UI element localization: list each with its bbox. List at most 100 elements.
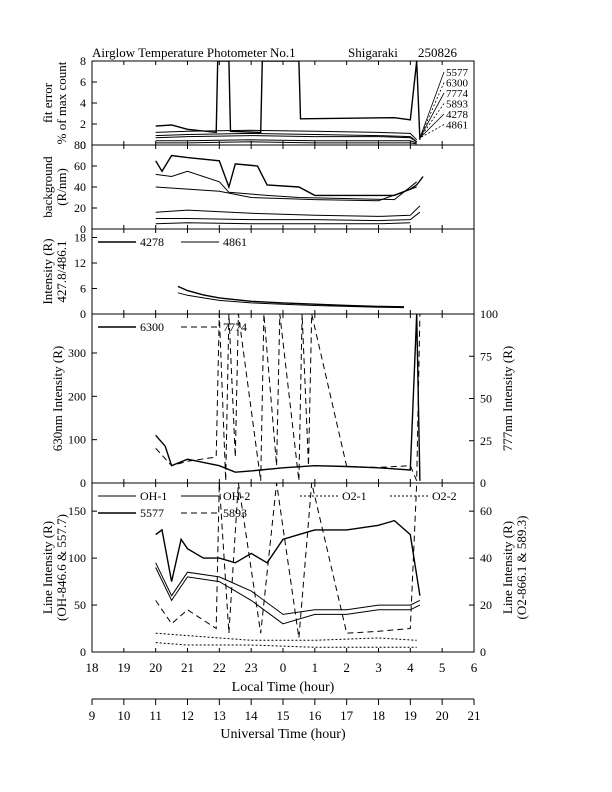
universal-time-tick-label: 17 [340, 708, 354, 723]
local-time-tick-label: 0 [280, 660, 287, 675]
series-line-4278 [155, 139, 417, 144]
y-tick-label: 0 [80, 645, 86, 659]
figure-header: Airglow Temperature Photometer No.1 Shig… [92, 45, 458, 60]
series-line-bg-1 [155, 170, 418, 201]
intensity-630-777-legend: 6300 7774 [98, 320, 247, 334]
local-time-tick-label: 23 [245, 660, 258, 675]
y-axis-label-right: (O2-866.1 & 589.3) [514, 516, 529, 620]
universal-time-tick-label: 13 [213, 708, 226, 723]
y-axis-label-right: 777nm Intensity (R) [500, 346, 515, 451]
legend-label-6300: 6300 [446, 78, 469, 90]
y-tick-label: 150 [68, 504, 86, 518]
local-time-tick-label: 21 [181, 660, 194, 675]
panel-intensity_427_486: 0 6 12 18 Intensity (R) 427.8/486.1 [40, 228, 475, 321]
legend-label-5893: 5893 [446, 99, 469, 111]
legend-label: OH-1 [140, 489, 167, 503]
y-tick-label-right: 50 [480, 392, 492, 406]
universal-time-tick-label: 19 [404, 708, 417, 723]
y-tick-label: 0 [80, 307, 86, 321]
series-line-OH-1 [155, 562, 421, 615]
figure-site: Shigaraki [348, 45, 398, 60]
y-axis-label: (R/nm) [54, 168, 69, 206]
legend-leader [419, 92, 445, 139]
y-tick-label: 12 [74, 256, 86, 270]
legend-label: 5577 [140, 506, 164, 520]
y-tick-label-right: 20 [480, 598, 492, 612]
local-time-tick-label: 19 [117, 660, 130, 675]
panel-fit_error: 0 2 4 6 8 fit error% of max count [40, 54, 475, 152]
series-line-bg-5 [155, 222, 411, 225]
universal-time-tick-label: 20 [436, 708, 449, 723]
y-tick-label-right: 100 [480, 307, 498, 321]
universal-time-tick-label: 15 [277, 708, 290, 723]
series-line-bg-2 [155, 186, 417, 202]
series-line-5893 [155, 135, 417, 143]
local-time-tick-label: 20 [149, 660, 162, 675]
universal-time-tick-label: 21 [468, 708, 481, 723]
y-tick-label: 4 [80, 96, 86, 110]
y-axis-label: 630nm Intensity (R) [50, 346, 65, 451]
series-line-4278 [177, 285, 405, 308]
y-tick-label: 2 [80, 117, 86, 131]
legend-label: O2-2 [432, 489, 457, 503]
series-line-5577 [155, 519, 421, 596]
y-tick-label: 40 [74, 180, 86, 194]
series-line-7774 [155, 132, 418, 143]
y-tick-label: 18 [74, 231, 86, 245]
y-tick-label: 6 [80, 75, 86, 89]
universal-time-tick-label: 16 [308, 708, 322, 723]
intensity-427-486-legend: 4278 4861 [98, 235, 247, 249]
legend-leader [419, 124, 445, 139]
line-intensity-legend: OH-1 OH-2 O2-1 O2-2 5577 5893 [98, 489, 457, 520]
series-line-O2-2 [155, 642, 417, 648]
universal-time-tick-label: 9 [89, 708, 96, 723]
local-time-axis-label: Local Time (hour) [232, 680, 335, 695]
series-line-bg-4 [155, 211, 421, 222]
legend-label: 5893 [223, 506, 247, 520]
legend-leader [419, 103, 445, 139]
y-axis-label: background [40, 156, 55, 218]
y-tick-label-right: 75 [480, 349, 492, 363]
local-time-tick-label: 22 [213, 660, 226, 675]
legend-label-4861: 4861 [446, 120, 468, 132]
series-line-OH-2 [155, 567, 421, 625]
series-line-5577 [155, 61, 421, 140]
series-line-bg-3 [155, 205, 421, 217]
y-axis-label: fit error [40, 82, 55, 123]
local-time-tick-label: 18 [86, 660, 99, 675]
y-tick-label-right: 60 [480, 504, 492, 518]
legend-leader [419, 82, 445, 139]
y-tick-label: 0 [80, 476, 86, 490]
y-axis-label: % of max count [54, 61, 69, 144]
y-tick-label: 50 [74, 598, 86, 612]
local-time-tick-label: 2 [343, 660, 350, 675]
local-time-tick-label: 5 [439, 660, 446, 675]
legend-label: OH-2 [223, 489, 250, 503]
legend-label-4861: 4861 [223, 235, 247, 249]
series-line-6300 [155, 129, 418, 141]
y-tick-label-right: 40 [480, 551, 492, 565]
series-line-O2-1 [155, 632, 417, 641]
y-tick-label: 100 [68, 433, 86, 447]
local-time-tick-label: 3 [375, 660, 382, 675]
y-tick-label: 60 [74, 159, 86, 173]
series-line-7774 [155, 314, 421, 481]
y-axis-label: 427.8/486.1 [54, 240, 69, 302]
y-axis-label-right: Line Intensity (R) [500, 521, 515, 614]
local-time-tick-label: 6 [471, 660, 478, 675]
legend-label-4278: 4278 [140, 235, 164, 249]
series-line-5893 [155, 483, 418, 638]
series-line-4861 [177, 292, 405, 309]
y-tick-label: 20 [74, 201, 86, 215]
legend-label-5577: 5577 [446, 67, 469, 79]
legend-label-6300: 6300 [140, 320, 164, 334]
y-tick-label: 100 [68, 551, 86, 565]
y-tick-label: 0 [80, 138, 86, 152]
legend-leader [419, 113, 445, 139]
universal-time-tick-label: 11 [149, 708, 162, 723]
y-axis-label: Intensity (R) [40, 238, 55, 304]
